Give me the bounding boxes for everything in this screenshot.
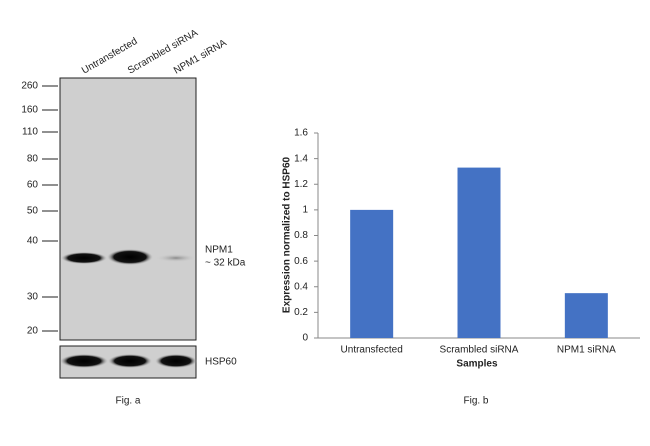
marker-label: 80 (27, 154, 39, 165)
band (61, 252, 107, 264)
marker-label: 20 (27, 326, 39, 337)
x-tick-label: Untransfected (341, 345, 403, 356)
bar (350, 209, 394, 338)
x-tick-label: Scrambled siRNA (440, 345, 519, 356)
marker-label: 160 (21, 105, 38, 116)
band-size: ~ 32 kDa (205, 258, 246, 269)
loading-label: HSP60 (205, 357, 237, 368)
marker-label: 40 (27, 236, 39, 247)
blot-panel (59, 77, 197, 341)
marker-label: 260 (21, 81, 38, 92)
y-tick-label: 0.6 (294, 256, 308, 267)
caption: Fig. b (463, 396, 488, 407)
marker-label: 110 (22, 127, 38, 138)
y-axis-title: Expression normalized to HSP60 (282, 156, 293, 313)
bar (564, 293, 608, 338)
marker-label: 50 (27, 206, 39, 217)
marker-label: 30 (27, 292, 39, 303)
band (107, 249, 153, 265)
x-tick-label: NPM1 siRNA (557, 345, 616, 356)
x-axis-title: Samples (456, 359, 498, 370)
y-tick-label: 1.4 (294, 153, 308, 164)
band (108, 354, 152, 368)
band (60, 354, 108, 368)
band (156, 254, 196, 262)
band (155, 354, 197, 368)
y-tick-label: 0.2 (294, 307, 308, 318)
marker-label: 60 (27, 180, 39, 191)
y-tick-label: 0 (302, 333, 308, 344)
y-tick-label: 1.6 (294, 128, 308, 139)
y-tick-label: 1 (302, 205, 308, 216)
y-tick-label: 0.8 (294, 230, 308, 241)
bar (457, 167, 501, 338)
band-label: NPM1 (205, 245, 233, 256)
y-tick-label: 1.2 (294, 179, 308, 190)
caption: Fig. a (115, 396, 140, 407)
y-tick-label: 0.4 (294, 281, 308, 292)
